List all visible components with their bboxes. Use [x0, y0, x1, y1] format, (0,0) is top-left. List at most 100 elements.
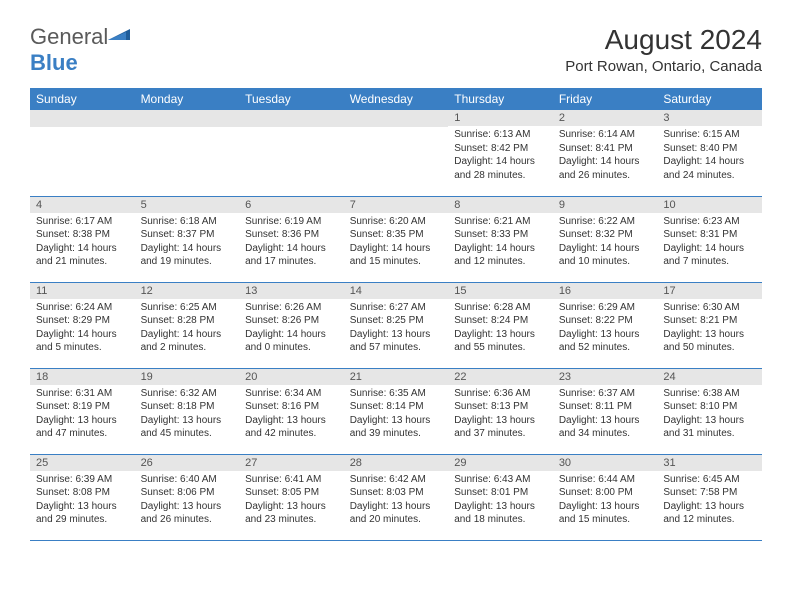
day-number: 30 [553, 455, 658, 471]
day-number: 5 [135, 197, 240, 213]
day-info: Sunrise: 6:43 AMSunset: 8:01 PMDaylight:… [448, 471, 553, 531]
calendar-day-cell: 27Sunrise: 6:41 AMSunset: 8:05 PMDayligh… [239, 454, 344, 540]
day-number: 12 [135, 283, 240, 299]
day-number: 22 [448, 369, 553, 385]
day-info: Sunrise: 6:42 AMSunset: 8:03 PMDaylight:… [344, 471, 449, 531]
calendar-body: 1Sunrise: 6:13 AMSunset: 8:42 PMDaylight… [30, 110, 762, 540]
calendar-day-cell: 19Sunrise: 6:32 AMSunset: 8:18 PMDayligh… [135, 368, 240, 454]
day-info: Sunrise: 6:36 AMSunset: 8:13 PMDaylight:… [448, 385, 553, 445]
calendar-day-cell: 29Sunrise: 6:43 AMSunset: 8:01 PMDayligh… [448, 454, 553, 540]
weekday-header: Sunday [30, 88, 135, 110]
logo: General Blue [30, 24, 130, 76]
day-number: 28 [344, 455, 449, 471]
calendar-day-cell: 12Sunrise: 6:25 AMSunset: 8:28 PMDayligh… [135, 282, 240, 368]
calendar-day-cell: 8Sunrise: 6:21 AMSunset: 8:33 PMDaylight… [448, 196, 553, 282]
day-number: 17 [657, 283, 762, 299]
day-info: Sunrise: 6:32 AMSunset: 8:18 PMDaylight:… [135, 385, 240, 445]
day-info: Sunrise: 6:30 AMSunset: 8:21 PMDaylight:… [657, 299, 762, 359]
day-number: 3 [657, 110, 762, 126]
day-info: Sunrise: 6:25 AMSunset: 8:28 PMDaylight:… [135, 299, 240, 359]
calendar-day-cell: 17Sunrise: 6:30 AMSunset: 8:21 PMDayligh… [657, 282, 762, 368]
calendar-day-cell: 2Sunrise: 6:14 AMSunset: 8:41 PMDaylight… [553, 110, 658, 196]
title-block: August 2024 Port Rowan, Ontario, Canada [565, 24, 762, 75]
weekday-header: Thursday [448, 88, 553, 110]
logo-triangle-icon [108, 20, 130, 46]
day-number: 4 [30, 197, 135, 213]
weekday-header: Friday [553, 88, 658, 110]
calendar-week-row: 11Sunrise: 6:24 AMSunset: 8:29 PMDayligh… [30, 282, 762, 368]
calendar-day-cell: 11Sunrise: 6:24 AMSunset: 8:29 PMDayligh… [30, 282, 135, 368]
weekday-header: Saturday [657, 88, 762, 110]
day-number: 13 [239, 283, 344, 299]
day-number: 29 [448, 455, 553, 471]
calendar-week-row: 18Sunrise: 6:31 AMSunset: 8:19 PMDayligh… [30, 368, 762, 454]
header: General Blue August 2024 Port Rowan, Ont… [30, 24, 762, 76]
day-info: Sunrise: 6:38 AMSunset: 8:10 PMDaylight:… [657, 385, 762, 445]
day-info: Sunrise: 6:24 AMSunset: 8:29 PMDaylight:… [30, 299, 135, 359]
calendar-day-cell [30, 110, 135, 196]
day-number: 15 [448, 283, 553, 299]
day-info: Sunrise: 6:45 AMSunset: 7:58 PMDaylight:… [657, 471, 762, 531]
calendar-day-cell [135, 110, 240, 196]
calendar-day-cell: 18Sunrise: 6:31 AMSunset: 8:19 PMDayligh… [30, 368, 135, 454]
calendar-day-cell: 5Sunrise: 6:18 AMSunset: 8:37 PMDaylight… [135, 196, 240, 282]
day-info: Sunrise: 6:27 AMSunset: 8:25 PMDaylight:… [344, 299, 449, 359]
day-info: Sunrise: 6:34 AMSunset: 8:16 PMDaylight:… [239, 385, 344, 445]
day-info: Sunrise: 6:26 AMSunset: 8:26 PMDaylight:… [239, 299, 344, 359]
calendar-table: SundayMondayTuesdayWednesdayThursdayFrid… [30, 88, 762, 541]
day-info: Sunrise: 6:21 AMSunset: 8:33 PMDaylight:… [448, 213, 553, 273]
calendar-day-cell: 14Sunrise: 6:27 AMSunset: 8:25 PMDayligh… [344, 282, 449, 368]
calendar-day-cell: 16Sunrise: 6:29 AMSunset: 8:22 PMDayligh… [553, 282, 658, 368]
calendar-day-cell [239, 110, 344, 196]
calendar-day-cell: 22Sunrise: 6:36 AMSunset: 8:13 PMDayligh… [448, 368, 553, 454]
calendar-day-cell [344, 110, 449, 196]
day-number: 1 [448, 110, 553, 126]
day-info: Sunrise: 6:44 AMSunset: 8:00 PMDaylight:… [553, 471, 658, 531]
calendar-day-cell: 26Sunrise: 6:40 AMSunset: 8:06 PMDayligh… [135, 454, 240, 540]
day-info: Sunrise: 6:28 AMSunset: 8:24 PMDaylight:… [448, 299, 553, 359]
day-info: Sunrise: 6:40 AMSunset: 8:06 PMDaylight:… [135, 471, 240, 531]
calendar-day-cell: 25Sunrise: 6:39 AMSunset: 8:08 PMDayligh… [30, 454, 135, 540]
day-number: 18 [30, 369, 135, 385]
day-number [135, 110, 240, 127]
day-info: Sunrise: 6:18 AMSunset: 8:37 PMDaylight:… [135, 213, 240, 273]
day-number [344, 110, 449, 127]
calendar-day-cell: 7Sunrise: 6:20 AMSunset: 8:35 PMDaylight… [344, 196, 449, 282]
day-info [135, 127, 240, 133]
day-info: Sunrise: 6:37 AMSunset: 8:11 PMDaylight:… [553, 385, 658, 445]
month-title: August 2024 [565, 24, 762, 56]
day-number: 31 [657, 455, 762, 471]
day-info: Sunrise: 6:31 AMSunset: 8:19 PMDaylight:… [30, 385, 135, 445]
day-number: 10 [657, 197, 762, 213]
day-number: 9 [553, 197, 658, 213]
day-info: Sunrise: 6:14 AMSunset: 8:41 PMDaylight:… [553, 126, 658, 186]
day-info: Sunrise: 6:22 AMSunset: 8:32 PMDaylight:… [553, 213, 658, 273]
day-info: Sunrise: 6:20 AMSunset: 8:35 PMDaylight:… [344, 213, 449, 273]
weekday-header: Tuesday [239, 88, 344, 110]
calendar-day-cell: 23Sunrise: 6:37 AMSunset: 8:11 PMDayligh… [553, 368, 658, 454]
day-info [239, 127, 344, 133]
day-info: Sunrise: 6:41 AMSunset: 8:05 PMDaylight:… [239, 471, 344, 531]
day-number: 14 [344, 283, 449, 299]
calendar-week-row: 1Sunrise: 6:13 AMSunset: 8:42 PMDaylight… [30, 110, 762, 196]
day-info [30, 127, 135, 133]
calendar-day-cell: 9Sunrise: 6:22 AMSunset: 8:32 PMDaylight… [553, 196, 658, 282]
calendar-week-row: 4Sunrise: 6:17 AMSunset: 8:38 PMDaylight… [30, 196, 762, 282]
logo-text-general: General [30, 24, 108, 49]
day-number: 6 [239, 197, 344, 213]
day-number: 24 [657, 369, 762, 385]
weekday-header: Monday [135, 88, 240, 110]
day-info: Sunrise: 6:17 AMSunset: 8:38 PMDaylight:… [30, 213, 135, 273]
day-number: 8 [448, 197, 553, 213]
calendar-day-cell: 13Sunrise: 6:26 AMSunset: 8:26 PMDayligh… [239, 282, 344, 368]
day-number: 25 [30, 455, 135, 471]
day-number: 20 [239, 369, 344, 385]
calendar-day-cell: 15Sunrise: 6:28 AMSunset: 8:24 PMDayligh… [448, 282, 553, 368]
day-number: 21 [344, 369, 449, 385]
calendar-day-cell: 31Sunrise: 6:45 AMSunset: 7:58 PMDayligh… [657, 454, 762, 540]
calendar-day-cell: 10Sunrise: 6:23 AMSunset: 8:31 PMDayligh… [657, 196, 762, 282]
day-number: 27 [239, 455, 344, 471]
day-number: 11 [30, 283, 135, 299]
day-number: 26 [135, 455, 240, 471]
day-number: 7 [344, 197, 449, 213]
